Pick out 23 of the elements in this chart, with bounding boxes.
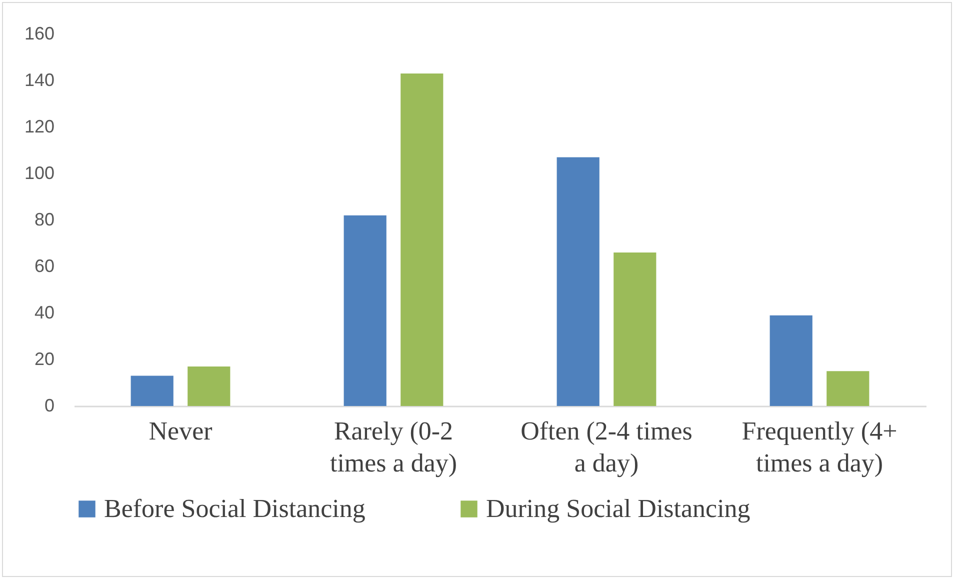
legend-label: Before Social Distancing xyxy=(104,494,366,523)
y-tick-label: 0 xyxy=(44,396,54,416)
y-tick-label: 140 xyxy=(24,70,54,90)
y-tick-label: 160 xyxy=(24,24,54,44)
y-tick-label: 80 xyxy=(34,210,54,230)
bar xyxy=(770,315,812,406)
x-tick-label: Never xyxy=(148,416,213,446)
x-tick-label: Frequently (4+ times a day) xyxy=(742,416,898,478)
legend-label: During Social Distancing xyxy=(486,494,750,523)
y-tick-label: 100 xyxy=(24,163,54,183)
y-tick-label: 60 xyxy=(34,256,54,276)
bar xyxy=(614,252,656,406)
y-tick-label: 40 xyxy=(34,302,54,322)
bar xyxy=(130,376,174,406)
x-tick-label: Rarely (0-2 times a day) xyxy=(330,416,458,478)
bar xyxy=(826,371,870,406)
y-tick-label: 20 xyxy=(34,349,54,369)
bar xyxy=(344,215,386,406)
x-tick-label: Often (2-4 times a day) xyxy=(520,416,692,478)
bar xyxy=(188,366,230,406)
y-tick-label: 120 xyxy=(24,116,54,136)
bar xyxy=(556,157,600,406)
bar xyxy=(400,74,444,406)
